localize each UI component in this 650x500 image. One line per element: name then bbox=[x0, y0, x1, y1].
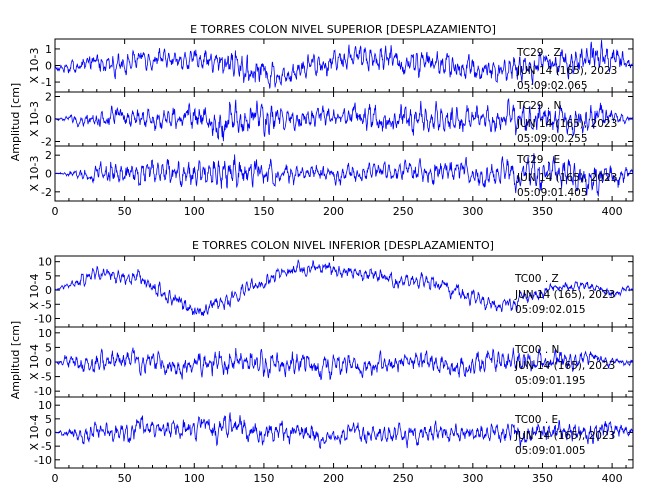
waveform-trace bbox=[54, 39, 634, 89]
x-tick-label: 50 bbox=[118, 205, 132, 218]
trace-annotation-line: TC00 . N bbox=[514, 344, 559, 356]
y-tick-label: -10 bbox=[34, 385, 52, 398]
trace-annotation-line: TC29 . E bbox=[516, 154, 560, 166]
y-tick-label: 0 bbox=[45, 284, 52, 297]
trace-annotation-line: JUN 14 (165), 2023 bbox=[516, 118, 617, 130]
y-tick-label: 0 bbox=[45, 356, 52, 369]
x-tick-label: 300 bbox=[462, 472, 483, 485]
scale-label: X 10-3 bbox=[28, 101, 41, 137]
y-tick-label: 0 bbox=[45, 168, 52, 181]
trace-annotation-line: 05:09:01.005 bbox=[515, 445, 586, 457]
chart-nivel-inferior: E TORRES COLON NIVEL INFERIOR [DESPLAZAM… bbox=[9, 239, 634, 485]
scale-label: X 10-3 bbox=[28, 156, 41, 192]
y-tick-label: 0 bbox=[45, 427, 52, 440]
chart-title-inferior: E TORRES COLON NIVEL INFERIOR [DESPLAZAM… bbox=[192, 239, 494, 252]
trace-annotation-line: TC00 . Z bbox=[514, 273, 559, 285]
y-axis-title: Amplitud [cm] bbox=[9, 83, 22, 161]
waveform-trace bbox=[54, 153, 634, 198]
chart-title-superior: E TORRES COLON NIVEL SUPERIOR [DESPLAZAM… bbox=[190, 23, 496, 36]
y-tick-label: 10 bbox=[38, 256, 52, 269]
y-tick-label: 10 bbox=[38, 399, 52, 412]
scale-label: X 10-4 bbox=[28, 344, 41, 380]
scale-label: X 10-3 bbox=[28, 48, 41, 84]
chart-nivel-superior: E TORRES COLON NIVEL SUPERIOR [DESPLAZAM… bbox=[9, 23, 634, 218]
x-tick-label: 200 bbox=[323, 472, 344, 485]
scale-label: X 10-4 bbox=[28, 415, 41, 451]
waveform-trace bbox=[54, 259, 634, 316]
trace-annotation-line: 05:09:01.195 bbox=[515, 375, 586, 387]
x-tick-label: 300 bbox=[462, 205, 483, 218]
y-tick-label: -2 bbox=[41, 186, 52, 199]
x-tick-label: 0 bbox=[52, 205, 59, 218]
y-tick-label: 5 bbox=[45, 341, 52, 354]
waveform-trace bbox=[54, 412, 634, 449]
y-axis-title: Amplitud [cm] bbox=[9, 321, 22, 399]
y-tick-label: 10 bbox=[38, 327, 52, 340]
y-tick-label: 2 bbox=[45, 91, 52, 104]
y-tick-label: -5 bbox=[41, 371, 52, 384]
trace-annotation-line: 05:09:00.255 bbox=[517, 133, 588, 145]
y-tick-label: 1 bbox=[45, 43, 52, 56]
trace-annotation-line: TC29 . Z bbox=[516, 47, 561, 59]
scale-label: X 10-4 bbox=[28, 274, 41, 310]
y-tick-label: 2 bbox=[45, 149, 52, 162]
x-tick-label: 0 bbox=[52, 472, 59, 485]
x-tick-label: 250 bbox=[393, 472, 414, 485]
x-tick-label: 50 bbox=[118, 472, 132, 485]
x-tick-label: 150 bbox=[253, 472, 274, 485]
waveform-trace bbox=[54, 98, 634, 142]
trace-annotation-line: JUN 14 (165), 2023 bbox=[516, 65, 617, 77]
trace-annotation-line: 05:09:02.065 bbox=[517, 80, 588, 92]
trace-annotation-line: JUN 14 (165), 2023 bbox=[514, 430, 615, 442]
trace-annotation-line: TC00 . E bbox=[514, 414, 558, 426]
trace-annotation-line: JUN 14 (165), 2023 bbox=[514, 360, 615, 372]
y-tick-label: -10 bbox=[34, 312, 52, 325]
waveform-trace bbox=[54, 347, 634, 381]
y-tick-label: -5 bbox=[41, 440, 52, 453]
y-tick-label: -1 bbox=[41, 76, 52, 89]
x-tick-label: 250 bbox=[393, 205, 414, 218]
x-tick-label: 400 bbox=[602, 472, 623, 485]
y-tick-label: 5 bbox=[45, 270, 52, 283]
x-tick-label: 400 bbox=[602, 205, 623, 218]
trace-annotation-line: JUN 14 (165), 2023 bbox=[516, 172, 617, 184]
y-tick-label: 0 bbox=[45, 60, 52, 73]
x-tick-label: 200 bbox=[323, 205, 344, 218]
x-tick-label: 350 bbox=[532, 205, 553, 218]
y-tick-label: -10 bbox=[34, 454, 52, 467]
y-tick-label: 0 bbox=[45, 113, 52, 126]
x-tick-label: 100 bbox=[184, 472, 205, 485]
x-tick-label: 150 bbox=[253, 205, 274, 218]
trace-annotation-line: 05:09:01.405 bbox=[517, 187, 588, 199]
trace-annotation-line: 05:09:02.015 bbox=[515, 304, 586, 316]
trace-annotation-line: JUN 14 (165), 2023 bbox=[514, 289, 615, 301]
y-tick-label: -5 bbox=[41, 298, 52, 311]
x-tick-label: 100 bbox=[184, 205, 205, 218]
y-tick-label: 5 bbox=[45, 413, 52, 426]
x-tick-label: 350 bbox=[532, 472, 553, 485]
trace-annotation-line: TC29 . N bbox=[516, 100, 561, 112]
y-tick-label: -2 bbox=[41, 136, 52, 149]
